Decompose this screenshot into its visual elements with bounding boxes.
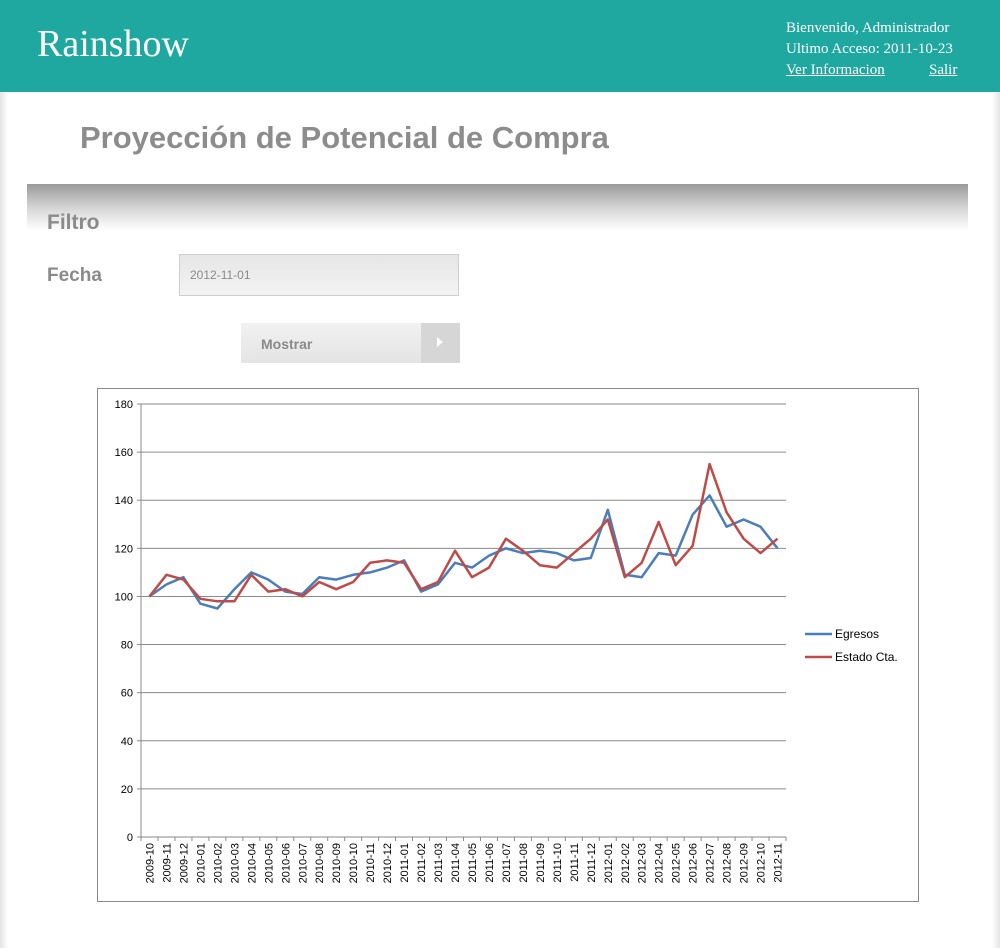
x-tick-label: 2010-04 [246, 843, 258, 883]
x-tick-label: 2012-05 [671, 843, 683, 883]
app-header: Rainshow Bienvenido, Administrador Ultim… [0, 0, 1000, 92]
date-input[interactable] [179, 254, 459, 296]
page-border-right [992, 92, 1000, 948]
y-tick-label: 40 [121, 736, 133, 748]
y-tick-label: 100 [115, 591, 133, 603]
x-tick-label: 2010-02 [212, 843, 224, 883]
x-tick-label: 2011-02 [416, 843, 428, 883]
x-tick-label: 2011-09 [535, 843, 547, 883]
x-tick-label: 2012-02 [620, 843, 632, 883]
y-tick-label: 20 [121, 784, 133, 796]
logout-link[interactable]: Salir [929, 62, 958, 78]
x-tick-label: 2009-11 [161, 843, 173, 883]
brand-logo-text: Rainshow [37, 23, 189, 65]
x-tick-label: 2011-07 [501, 843, 513, 883]
x-tick-label: 2010-05 [263, 843, 275, 883]
last-access-text: Ultimo Acceso: 2011-10-23 [786, 41, 953, 57]
x-tick-label: 2010-03 [229, 843, 241, 883]
x-tick-label: 2011-01 [399, 843, 411, 883]
date-label: Fecha [47, 265, 102, 286]
show-button-label: Mostrar [261, 336, 313, 352]
welcome-text: Bienvenido, Administrador [786, 20, 950, 36]
x-tick-label: 2011-04 [450, 843, 462, 883]
x-tick-label: 2012-04 [654, 843, 666, 883]
x-tick-label: 2011-11 [569, 843, 581, 882]
line-chart: 0 20 40 60 80 100 120 140 160 180 2009-10 2009-11 20… [97, 388, 919, 902]
header-links: Ver Informacion Salir [786, 60, 986, 81]
x-tick-label: 2012-08 [722, 843, 734, 883]
x-tick-label: 2012-01 [603, 843, 615, 883]
legend-label: Estado Cta. [835, 650, 898, 664]
y-tick-label: 60 [121, 688, 133, 700]
x-tick-label: 2010-12 [382, 843, 394, 883]
x-tick-label: 2011-12 [586, 843, 598, 883]
x-tick-label: 2012-07 [705, 843, 717, 883]
x-tick-label: 2011-05 [467, 843, 479, 883]
y-tick-label: 120 [115, 543, 133, 555]
x-tick-label: 2010-11 [365, 843, 377, 883]
y-tick-label: 80 [121, 640, 133, 652]
x-tick-label: 2010-08 [314, 843, 326, 883]
x-tick-label: 2012-06 [688, 843, 700, 883]
x-tick-label: 2010-06 [280, 843, 292, 883]
page-title: Proyección de Potencial de Compra [80, 120, 609, 155]
x-tick-label: 2009-10 [144, 843, 156, 883]
x-tick-label: 2012-10 [756, 843, 768, 883]
x-tick-label: 2012-09 [739, 843, 751, 883]
x-tick-label: 2011-03 [433, 843, 445, 883]
x-tick-label: 2010-10 [348, 843, 360, 883]
x-tick-label: 2012-03 [637, 843, 649, 883]
x-tick-label: 2011-08 [518, 843, 530, 883]
y-tick-label: 180 [115, 399, 133, 411]
show-button[interactable]: Mostrar [241, 323, 460, 363]
x-tick-label: 2010-07 [297, 843, 309, 883]
y-tick-label: 0 [127, 832, 133, 844]
view-info-link[interactable]: Ver Informacion [786, 62, 885, 78]
x-tick-label: 2009-12 [178, 843, 190, 883]
filter-section-bar: Filtro [27, 184, 968, 234]
user-info: Bienvenido, Administrador Ultimo Acceso:… [786, 18, 986, 81]
series-line-estado-cta [148, 462, 779, 603]
x-tick-label: 2010-01 [195, 843, 207, 883]
legend-label: Egresos [835, 627, 879, 641]
filter-title: Filtro [47, 211, 100, 234]
x-tick-label: 2012-11 [773, 843, 785, 883]
chart-canvas: 0 20 40 60 80 100 120 140 160 180 2009-10 2009-11 20… [115, 399, 898, 883]
y-tick-label: 160 [115, 447, 133, 459]
x-tick-label: 2011-10 [552, 843, 564, 883]
arrow-right-icon [421, 323, 460, 363]
x-tick-label: 2010-09 [331, 843, 343, 883]
y-tick-label: 140 [115, 495, 133, 507]
series-line-egresos [148, 494, 779, 610]
x-tick-label: 2011-06 [484, 843, 496, 883]
page-border-left [0, 92, 8, 948]
